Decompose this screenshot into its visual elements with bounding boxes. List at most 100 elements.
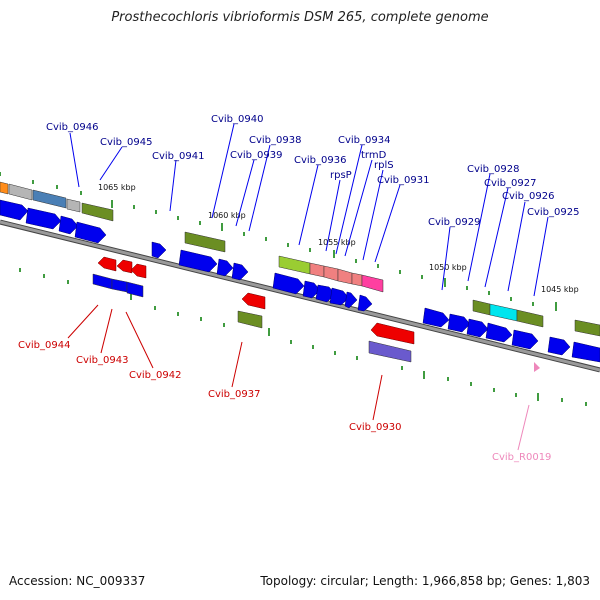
leader-line <box>125 311 154 369</box>
leader-line <box>372 374 383 421</box>
forward-cds[interactable] <box>447 313 471 333</box>
gene-label-cvib-0926[interactable]: Cvib_0926 <box>502 191 554 202</box>
map-title: Prosthecochloris vibrioformis DSM 265, c… <box>111 10 489 25</box>
cog-feature[interactable] <box>278 255 311 275</box>
leader-line <box>235 159 255 227</box>
gene-label-cvib-0930[interactable]: Cvib_0930 <box>349 422 401 433</box>
cog-feature[interactable] <box>337 268 353 285</box>
cog-track-lower <box>92 273 412 363</box>
cog-feature[interactable] <box>323 265 339 282</box>
gene-label-cvib-0925[interactable]: Cvib_0925 <box>527 207 579 218</box>
forward-cds[interactable] <box>231 262 249 281</box>
forward-cds[interactable] <box>466 318 489 338</box>
leader-line <box>169 159 177 212</box>
forward-cds[interactable] <box>151 241 167 259</box>
cog-feature[interactable] <box>8 183 33 201</box>
leader-line <box>67 304 99 339</box>
cog-feature[interactable] <box>0 181 9 195</box>
gene-label-cvib-0942[interactable]: Cvib_0942 <box>129 370 181 381</box>
forward-cds[interactable] <box>216 258 234 277</box>
cog-feature[interactable] <box>309 262 325 278</box>
genome-stats-label: Topology: circular; Length: 1,966,858 bp… <box>260 574 590 588</box>
forward-cds[interactable] <box>272 272 305 295</box>
gene-label-cvib-0946[interactable]: Cvib_0946 <box>46 122 98 133</box>
leader-line <box>211 123 235 219</box>
leader-line <box>99 146 123 181</box>
reverse-cds[interactable] <box>241 292 266 310</box>
leader-line <box>335 144 363 255</box>
leader-line <box>298 164 319 246</box>
leader-line <box>484 187 509 288</box>
leader-line <box>374 184 401 263</box>
forward-cds[interactable] <box>547 336 571 356</box>
gene-label-trmd[interactable]: trmD <box>361 150 387 161</box>
cog-feature[interactable] <box>516 309 544 328</box>
cog-feature[interactable] <box>81 202 114 222</box>
forward-cds[interactable] <box>302 280 321 299</box>
gene-label-cvib-0940[interactable]: Cvib_0940 <box>211 114 263 125</box>
cog-feature[interactable] <box>184 231 226 253</box>
gene-labels: Cvib_0946 Cvib_0945 Cvib_0941 Cvib_0940 … <box>18 114 579 463</box>
forward-cds[interactable] <box>571 341 600 363</box>
cog-feature[interactable] <box>489 303 518 322</box>
cog-feature[interactable] <box>351 272 363 287</box>
leader-line <box>248 144 271 232</box>
forward-cds[interactable] <box>74 221 107 244</box>
forward-cds[interactable] <box>329 287 350 306</box>
cog-feature[interactable] <box>66 198 81 213</box>
gene-label-cvib-0938[interactable]: Cvib_0938 <box>249 135 301 146</box>
forward-cds[interactable] <box>422 307 450 328</box>
forward-cds[interactable] <box>344 291 358 309</box>
accession-label: Accession: NC_009337 <box>9 574 146 588</box>
reverse-cds[interactable] <box>370 322 415 345</box>
gene-label-cvib-0945[interactable]: Cvib_0945 <box>100 137 152 148</box>
reverse-cds-track <box>97 256 415 345</box>
forward-cds[interactable] <box>0 199 29 221</box>
gene-label-cvib-0941[interactable]: Cvib_0941 <box>152 151 204 162</box>
reverse-cds[interactable] <box>116 259 133 274</box>
upper-tick-row <box>0 172 557 311</box>
gene-label-cvib-0931[interactable]: Cvib_0931 <box>377 175 429 186</box>
gene-label-cvib-0943[interactable]: Cvib_0943 <box>76 355 128 366</box>
gene-label-cvib-0934[interactable]: Cvib_0934 <box>338 135 390 146</box>
forward-cds[interactable] <box>485 322 513 343</box>
gene-label-rpls[interactable]: rplS <box>374 160 394 171</box>
gene-label-cvib-0937[interactable]: Cvib_0937 <box>208 389 260 400</box>
reverse-leader-lines <box>67 304 383 421</box>
cog-feature[interactable] <box>237 310 263 329</box>
cog-feature[interactable] <box>361 274 384 293</box>
gene-label-cvib-0939[interactable]: Cvib_0939 <box>230 150 282 161</box>
leader-line <box>231 341 243 388</box>
cog-feature[interactable] <box>111 278 128 293</box>
reverse-cds[interactable] <box>97 256 117 272</box>
leader-line <box>507 201 526 292</box>
cog-feature[interactable] <box>472 299 491 316</box>
gene-label-cvib-0929[interactable]: Cvib_0929 <box>428 217 480 228</box>
cog-feature[interactable] <box>32 189 67 209</box>
cog-feature[interactable] <box>126 281 144 298</box>
cog-track-upper <box>0 181 600 337</box>
cog-feature[interactable] <box>92 273 113 290</box>
gene-label-cvib-0936[interactable]: Cvib_0936 <box>294 155 346 166</box>
forward-cds[interactable] <box>58 215 79 235</box>
gene-label-cvib-0927[interactable]: Cvib_0927 <box>484 178 536 189</box>
rrna-marker[interactable] <box>534 362 540 372</box>
leader-line <box>100 308 113 354</box>
cog-feature[interactable] <box>574 319 600 337</box>
leader-line <box>533 216 549 297</box>
tick-label-1060: 1060 kbp <box>208 211 246 220</box>
forward-cds[interactable] <box>25 207 62 230</box>
gene-label-cvib-r0019[interactable]: Cvib_R0019 <box>492 452 551 463</box>
forward-cds[interactable] <box>511 329 539 350</box>
cog-feature[interactable] <box>368 340 412 363</box>
leader-line <box>325 179 341 252</box>
reverse-cds[interactable] <box>130 263 147 279</box>
forward-cds[interactable] <box>178 249 218 273</box>
tick-label-1055: 1055 kbp <box>318 238 356 247</box>
forward-cds[interactable] <box>357 294 373 312</box>
gene-label-cvib-0928[interactable]: Cvib_0928 <box>467 164 519 175</box>
gene-label-rpsp[interactable]: rpsP <box>330 170 352 181</box>
gene-label-cvib-0944[interactable]: Cvib_0944 <box>18 340 70 351</box>
leader-line <box>467 173 491 282</box>
